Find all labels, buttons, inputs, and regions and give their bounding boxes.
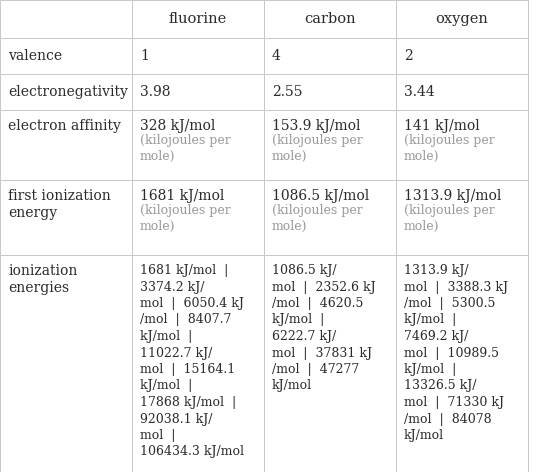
Bar — [132, 38, 264, 74]
Bar — [132, 0, 264, 38]
Bar — [396, 0, 528, 38]
Text: (kilojoules per
mole): (kilojoules per mole) — [404, 134, 495, 162]
Bar — [264, 110, 396, 180]
Text: oxygen: oxygen — [436, 12, 489, 26]
Text: 1086.5 kJ/mol: 1086.5 kJ/mol — [272, 189, 369, 203]
Text: ionization
energies: ionization energies — [8, 264, 78, 295]
Text: electron affinity: electron affinity — [8, 119, 121, 133]
Bar — [0, 255, 132, 472]
Bar — [396, 255, 528, 472]
Text: carbon: carbon — [304, 12, 356, 26]
Text: (kilojoules per
mole): (kilojoules per mole) — [272, 134, 363, 162]
Text: 1681 kJ/mol  |
3374.2 kJ/
mol  |  6050.4 kJ
/mol  |  8407.7
kJ/mol  |
11022.7 kJ: 1681 kJ/mol | 3374.2 kJ/ mol | 6050.4 kJ… — [140, 264, 244, 458]
Text: 2.55: 2.55 — [272, 85, 302, 99]
Bar — [264, 255, 396, 472]
Bar — [132, 180, 264, 255]
Bar — [0, 74, 132, 110]
Text: (kilojoules per
mole): (kilojoules per mole) — [140, 134, 231, 162]
Bar — [0, 180, 132, 255]
Bar — [0, 0, 132, 38]
Text: (kilojoules per
mole): (kilojoules per mole) — [140, 204, 231, 233]
Text: 1313.9 kJ/
mol  |  3388.3 kJ
/mol  |  5300.5
kJ/mol  |
7469.2 kJ/
mol  |  10989.: 1313.9 kJ/ mol | 3388.3 kJ /mol | 5300.5… — [404, 264, 508, 442]
Text: (kilojoules per
mole): (kilojoules per mole) — [272, 204, 363, 233]
Text: electronegativity: electronegativity — [8, 85, 128, 99]
Text: fluorine: fluorine — [169, 12, 227, 26]
Bar — [132, 255, 264, 472]
Bar — [264, 0, 396, 38]
Bar — [396, 180, 528, 255]
Text: valence: valence — [8, 49, 62, 63]
Bar — [396, 38, 528, 74]
Text: 3.98: 3.98 — [140, 85, 170, 99]
Text: 3.44: 3.44 — [404, 85, 435, 99]
Text: 1313.9 kJ/mol: 1313.9 kJ/mol — [404, 189, 501, 203]
Text: 1: 1 — [140, 49, 149, 63]
Bar — [396, 110, 528, 180]
Text: (kilojoules per
mole): (kilojoules per mole) — [404, 204, 495, 233]
Text: 141 kJ/mol: 141 kJ/mol — [404, 119, 480, 133]
Bar — [132, 74, 264, 110]
Bar — [264, 74, 396, 110]
Bar — [396, 74, 528, 110]
Bar — [0, 110, 132, 180]
Text: 153.9 kJ/mol: 153.9 kJ/mol — [272, 119, 360, 133]
Text: 4: 4 — [272, 49, 281, 63]
Text: 1681 kJ/mol: 1681 kJ/mol — [140, 189, 224, 203]
Text: 328 kJ/mol: 328 kJ/mol — [140, 119, 215, 133]
Bar — [264, 180, 396, 255]
Bar — [264, 38, 396, 74]
Bar — [0, 38, 132, 74]
Bar — [132, 110, 264, 180]
Text: first ionization
energy: first ionization energy — [8, 189, 111, 220]
Text: 2: 2 — [404, 49, 413, 63]
Text: 1086.5 kJ/
mol  |  2352.6 kJ
/mol  |  4620.5
kJ/mol  |
6222.7 kJ/
mol  |  37831 : 1086.5 kJ/ mol | 2352.6 kJ /mol | 4620.5… — [272, 264, 376, 393]
